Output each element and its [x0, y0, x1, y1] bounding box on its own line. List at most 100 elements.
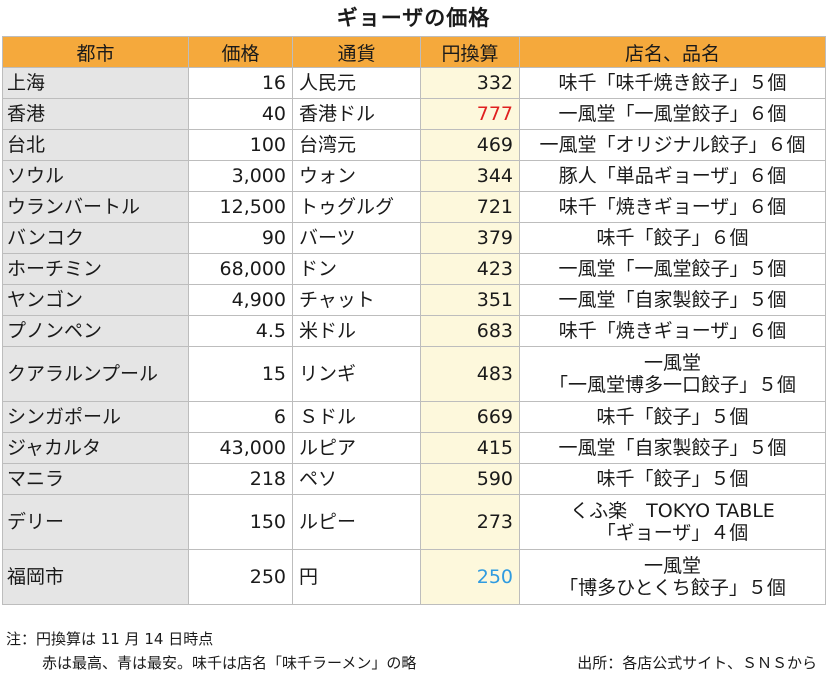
cell-shop: 一風堂「オリジナル餃子」６個: [519, 129, 826, 161]
column-header-price: 価格: [188, 36, 293, 68]
table-row: 福岡市 250 円 250 一風堂 「博多ひとくち餃子」５個: [2, 549, 826, 605]
table-row: シンガポール 6 Ｓドル 669 味千「餃子」５個: [2, 401, 826, 433]
cell-city: 台北: [2, 129, 189, 161]
cell-shop: 味千「餃子」６個: [519, 222, 826, 254]
chart-title: ギョーザの価格: [336, 6, 491, 30]
cell-currency: リンギ: [292, 346, 421, 402]
cell-price: 16: [188, 67, 293, 99]
shop-line: 一風堂「一風堂餃子」６個: [558, 103, 787, 125]
column-header-city: 都市: [2, 36, 189, 68]
shop-line: 味千「餃子」６個: [596, 227, 749, 249]
cell-yen: 483: [420, 346, 520, 402]
cell-city: ソウル: [2, 160, 189, 192]
cell-yen: 351: [420, 284, 520, 316]
cell-currency: Ｓドル: [292, 401, 421, 433]
cell-price: 100: [188, 129, 293, 161]
cell-price: 90: [188, 222, 293, 254]
cell-currency: 円: [292, 549, 421, 605]
cell-currency: ルピー: [292, 494, 421, 550]
cell-currency: 人民元: [292, 67, 421, 99]
cell-currency: トゥグルグ: [292, 191, 421, 223]
shop-line: 「博多ひとくち餃子」５個: [559, 577, 786, 599]
price-table: 都市 価格 通貨 円換算 店名、品名 上海 16 人民元 332 味千「味千焼き餃子」５…: [2, 36, 826, 605]
table-row: デリー 150 ルピー 273 くふ楽 TOKYO TABLE 「ギョーザ」４個: [2, 494, 826, 550]
cell-city: シンガポール: [2, 401, 189, 433]
cell-city: ウランバートル: [2, 191, 189, 223]
cell-city: ジャカルタ: [2, 432, 189, 464]
table-row: マニラ 218 ペソ 590 味千「餃子」５個: [2, 463, 826, 495]
cell-currency: ウォン: [292, 160, 421, 192]
cell-city: クアラルンプール: [2, 346, 189, 402]
cell-currency: ドン: [292, 253, 421, 285]
cell-yen: 777: [420, 98, 520, 130]
table-row: 台北 100 台湾元 469 一風堂「オリジナル餃子」６個: [2, 129, 826, 161]
cell-price: 6: [188, 401, 293, 433]
shop-line: 味千「餃子」５個: [596, 468, 749, 490]
table-row: 香港 40 香港ドル 777 一風堂「一風堂餃子」６個: [2, 98, 826, 130]
shop-line: 味千「餃子」５個: [596, 406, 749, 428]
cell-city: 上海: [2, 67, 189, 99]
cell-city: デリー: [2, 494, 189, 550]
cell-shop: 一風堂「一風堂餃子」５個: [519, 253, 826, 285]
table-row: ウランバートル 12,500 トゥグルグ 721 味千「焼きギョーザ」６個: [2, 191, 826, 223]
cell-yen: 415: [420, 432, 520, 464]
cell-price: 12,500: [188, 191, 293, 223]
cell-yen: 683: [420, 315, 520, 347]
cell-yen: 273: [420, 494, 520, 550]
cell-price: 150: [188, 494, 293, 550]
cell-currency: 米ドル: [292, 315, 421, 347]
column-header-shop: 店名、品名: [519, 36, 826, 68]
cell-shop: 味千「味千焼き餃子」５個: [519, 67, 826, 99]
cell-shop: 味千「焼きギョーザ」６個: [519, 315, 826, 347]
shop-line: 味千「焼きギョーザ」６個: [558, 196, 787, 218]
cell-city: ヤンゴン: [2, 284, 189, 316]
cell-price: 43,000: [188, 432, 293, 464]
cell-shop: 味千「焼きギョーザ」６個: [519, 191, 826, 223]
cell-city: マニラ: [2, 463, 189, 495]
table-header-row: 都市 価格 通貨 円換算 店名、品名: [2, 36, 826, 68]
shop-line: 豚人「単品ギョーザ」６個: [558, 165, 787, 187]
shop-line: 一風堂: [643, 555, 701, 577]
cell-currency: ペソ: [292, 463, 421, 495]
cell-currency: 香港ドル: [292, 98, 421, 130]
cell-price: 68,000: [188, 253, 293, 285]
shop-line: 一風堂: [643, 352, 701, 374]
table-row: ジャカルタ 43,000 ルピア 415 一風堂「自家製餃子」５個: [2, 432, 826, 464]
table-row: バンコク 90 バーツ 379 味千「餃子」６個: [2, 222, 826, 254]
cell-currency: チャット: [292, 284, 421, 316]
shop-line: 一風堂「オリジナル餃子」６個: [539, 134, 806, 156]
cell-price: 40: [188, 98, 293, 130]
table-row: ヤンゴン 4,900 チャット 351 一風堂「自家製餃子」５個: [2, 284, 826, 316]
shop-line: 味千「焼きギョーザ」６個: [558, 320, 787, 342]
column-header-yen: 円換算: [420, 36, 520, 68]
cell-price: 4,900: [188, 284, 293, 316]
shop-line: 一風堂「自家製餃子」５個: [558, 437, 787, 459]
table-row: ホーチミン 68,000 ドン 423 一風堂「一風堂餃子」５個: [2, 253, 826, 285]
cell-shop: 一風堂「自家製餃子」５個: [519, 432, 826, 464]
note-color-legend: 赤は最高、青は最安。味千は店名「味千ラーメン」の略: [42, 654, 417, 672]
cell-shop: くふ楽 TOKYO TABLE 「ギョーザ」４個: [519, 494, 826, 550]
cell-yen: 423: [420, 253, 520, 285]
cell-yen: 344: [420, 160, 520, 192]
cell-yen: 669: [420, 401, 520, 433]
table-row: 上海 16 人民元 332 味千「味千焼き餃子」５個: [2, 67, 826, 99]
table-row: プノンペン 4.5 米ドル 683 味千「焼きギョーザ」６個: [2, 315, 826, 347]
cell-price: 218: [188, 463, 293, 495]
cell-yen: 379: [420, 222, 520, 254]
cell-currency: 台湾元: [292, 129, 421, 161]
shop-line: 一風堂「一風堂餃子」５個: [558, 258, 787, 280]
source-note: 出所：各店公式サイト、ＳＮＳから: [577, 654, 817, 672]
cell-shop: 味千「餃子」５個: [519, 463, 826, 495]
note-yen-date: 注：円換算は 11 月 14 日時点: [6, 630, 214, 648]
cell-price: 3,000: [188, 160, 293, 192]
cell-currency: ルピア: [292, 432, 421, 464]
table-row: ソウル 3,000 ウォン 344 豚人「単品ギョーザ」６個: [2, 160, 826, 192]
cell-shop: 一風堂 「一風堂博多一口餃子」５個: [519, 346, 826, 402]
cell-city: 福岡市: [2, 549, 189, 605]
cell-shop: 豚人「単品ギョーザ」６個: [519, 160, 826, 192]
cell-yen: 590: [420, 463, 520, 495]
cell-shop: 一風堂「自家製餃子」５個: [519, 284, 826, 316]
cell-shop: 一風堂 「博多ひとくち餃子」５個: [519, 549, 826, 605]
cell-city: ホーチミン: [2, 253, 189, 285]
column-header-currency: 通貨: [292, 36, 421, 68]
